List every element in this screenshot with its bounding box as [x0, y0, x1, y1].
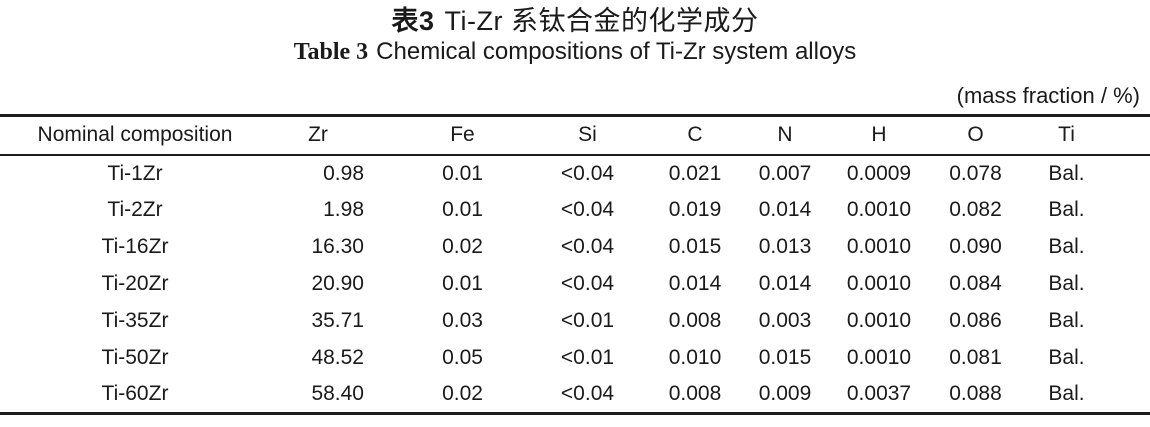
cell-nominal-composition: Ti-35Zr [101, 309, 169, 332]
cell-c: 0.021 [668, 161, 722, 185]
cell-o: 0.078 [949, 161, 1002, 185]
cell-h: 0.0009 [846, 161, 912, 185]
cell-si: <0.04 [560, 198, 615, 221]
cell-nominal-composition: Ti-20Zr [101, 272, 169, 295]
unit-note: (mass fraction / %) [956, 83, 1140, 108]
col-header-si: Si [578, 123, 597, 147]
cell-fe: 0.05 [442, 346, 483, 369]
cell-fe: 0.03 [442, 309, 483, 332]
cell-h: 0.0010 [846, 346, 912, 369]
col-header-n: N [777, 123, 793, 147]
cell-zr: 16.30 [311, 235, 364, 258]
cell-nominal-composition: Ti-16Zr [101, 235, 169, 258]
header-row: Nominal composition Zr Fe Si C N H O Ti [0, 116, 1150, 155]
cell-ti: Bal. [1048, 235, 1085, 258]
cell-ti: Bal. [1048, 198, 1085, 221]
cell-si: <0.01 [560, 346, 615, 369]
cell-h: 0.0037 [846, 382, 912, 406]
cell-h: 0.0010 [846, 235, 912, 258]
col-header-nominal-composition: Nominal composition [37, 123, 233, 147]
cell-n: 0.003 [758, 309, 812, 332]
cell-si: <0.04 [560, 161, 615, 185]
table-body: Ti-1Zr 0.98 0.01 <0.04 0.021 0.007 0.0009 0.078… [0, 155, 1150, 414]
cell-si: <0.04 [560, 235, 615, 258]
cell-ti: Bal. [1048, 272, 1085, 295]
cell-c: 0.014 [668, 272, 722, 295]
cell-c: 0.008 [668, 382, 722, 406]
table-caption-en-title: Chemical compositions of Ti-Zr system al… [376, 38, 857, 65]
col-header-fe: Fe [450, 123, 475, 147]
cell-fe: 0.02 [442, 235, 483, 258]
cell-h: 0.0010 [846, 198, 912, 221]
table-row: Ti-60Zr 58.40 0.02 <0.04 0.008 0.009 0.0037 0.0… [0, 377, 1150, 414]
col-header-h: H [871, 123, 887, 147]
col-header-zr: Zr [308, 123, 328, 147]
cell-n: 0.013 [758, 235, 812, 258]
col-header-ti: Ti [1058, 123, 1075, 147]
cell-zr: 20.90 [311, 272, 364, 295]
cell-c: 0.008 [668, 309, 722, 332]
table-row: Ti-2Zr 1.98 0.01 <0.04 0.019 0.014 0.0010 0.082… [0, 192, 1150, 229]
table-row: Ti-16Zr 16.30 0.02 <0.04 0.015 0.013 0.0010 0.0… [0, 229, 1150, 266]
cell-fe: 0.01 [442, 198, 483, 221]
cell-zr: 1.98 [323, 198, 364, 221]
cell-n: 0.014 [758, 198, 812, 221]
table-row: Ti-35Zr 35.71 0.03 <0.01 0.008 0.003 0.0010 0.0… [0, 303, 1150, 340]
cell-c: 0.010 [668, 346, 722, 369]
cell-o: 0.082 [949, 198, 1002, 221]
cell-si: <0.01 [560, 309, 615, 332]
cell-zr: 0.98 [323, 161, 364, 185]
cell-n: 0.007 [758, 161, 812, 185]
cell-zr: 58.40 [311, 382, 364, 406]
table-caption: 表3 Ti-Zr 系钛合金的化学成分 Table 3 Chemical compos… [0, 0, 1150, 67]
cell-h: 0.0010 [846, 309, 912, 332]
cell-n: 0.014 [758, 272, 812, 295]
cell-fe: 0.01 [442, 161, 483, 185]
table-caption-zh-label: 表3 [391, 6, 435, 36]
table-row: Ti-20Zr 20.90 0.01 <0.04 0.014 0.014 0.0010 0.0… [0, 266, 1150, 303]
cell-nominal-composition: Ti-60Zr [101, 382, 169, 406]
cell-o: 0.084 [949, 272, 1002, 295]
composition-table: Nominal composition Zr Fe Si C N H O Ti Ti-1Zr 0.… [0, 114, 1150, 415]
cell-zr: 48.52 [311, 346, 364, 369]
cell-o: 0.081 [949, 346, 1002, 369]
table-caption-zh-title: Ti-Zr 系钛合金的化学成分 [444, 6, 759, 36]
table-caption-zh: 表3 Ti-Zr 系钛合金的化学成分 [0, 5, 1150, 37]
table-row: Ti-50Zr 48.52 0.05 <0.01 0.010 0.015 0.0010 0.0… [0, 340, 1150, 377]
col-header-c: C [687, 123, 703, 147]
cell-si: <0.04 [560, 272, 615, 295]
cell-fe: 0.01 [442, 272, 483, 295]
cell-h: 0.0010 [846, 272, 912, 295]
table-caption-en-label: Table 3 [293, 39, 369, 65]
col-header-o: O [967, 123, 984, 147]
cell-si: <0.04 [560, 382, 615, 406]
cell-nominal-composition: Ti-2Zr [107, 198, 163, 221]
cell-ti: Bal. [1048, 161, 1085, 185]
cell-nominal-composition: Ti-50Zr [101, 346, 169, 369]
cell-ti: Bal. [1048, 382, 1085, 406]
cell-ti: Bal. [1048, 346, 1085, 369]
cell-c: 0.015 [668, 235, 722, 258]
cell-n: 0.015 [758, 346, 812, 369]
cell-zr: 35.71 [311, 309, 364, 332]
table-row: Ti-1Zr 0.98 0.01 <0.04 0.021 0.007 0.0009 0.078… [0, 155, 1150, 192]
cell-fe: 0.02 [442, 382, 483, 406]
cell-o: 0.086 [949, 309, 1002, 332]
cell-o: 0.090 [949, 235, 1002, 258]
cell-c: 0.019 [668, 198, 722, 221]
cell-o: 0.088 [949, 382, 1002, 406]
cell-nominal-composition: Ti-1Zr [107, 161, 163, 185]
cell-ti: Bal. [1048, 309, 1085, 332]
table-caption-en: Table 3 Chemical compositions of Ti-Zr sy… [0, 37, 1150, 67]
cell-n: 0.009 [758, 382, 812, 406]
